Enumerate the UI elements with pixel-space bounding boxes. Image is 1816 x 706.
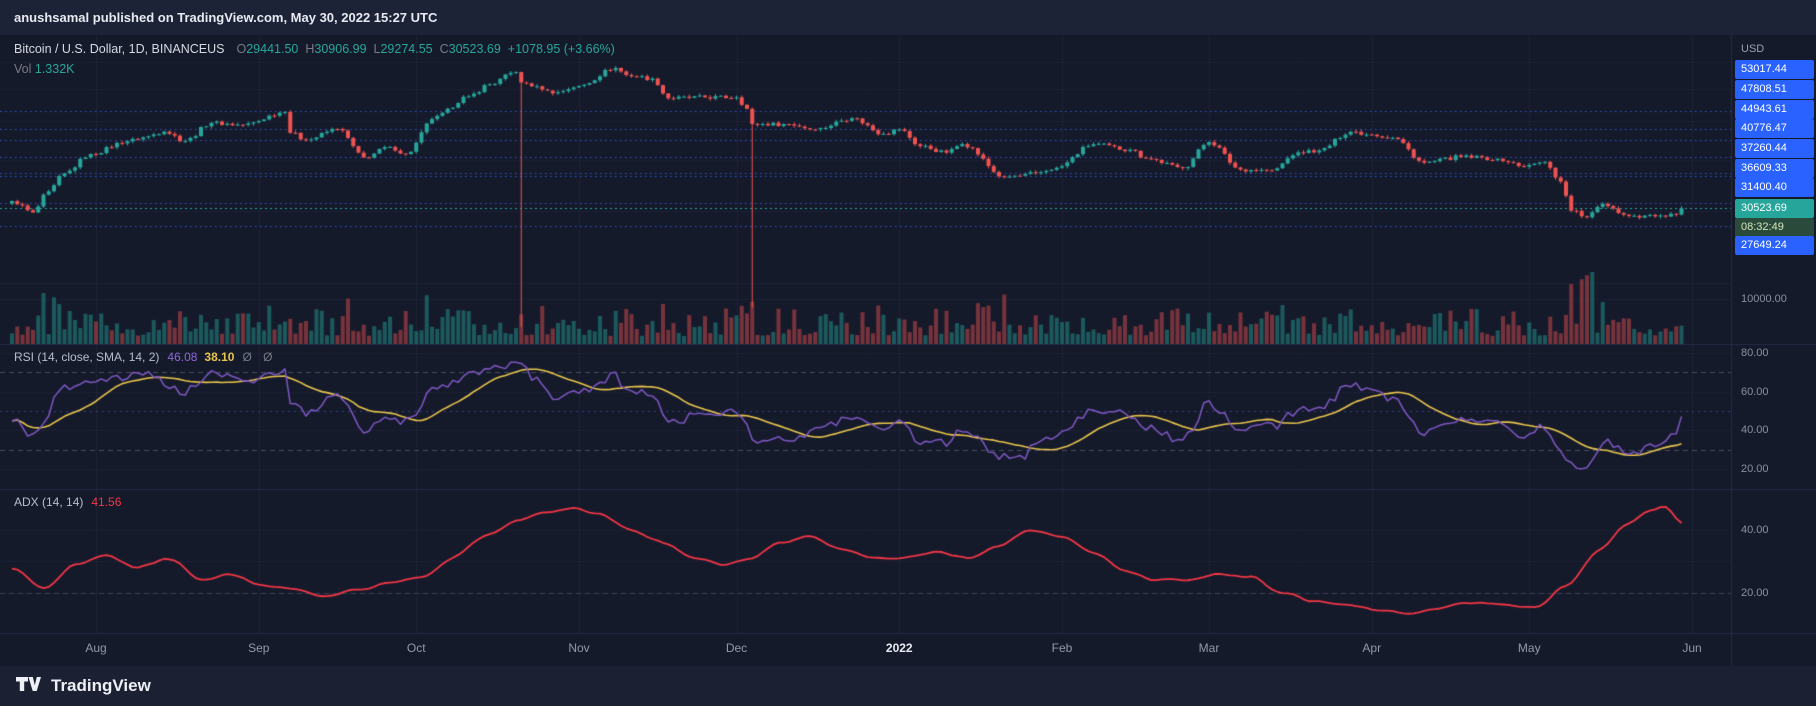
low-value: 29274.55	[380, 42, 433, 56]
adx-axis-label: 40.00	[1741, 524, 1769, 536]
time-axis-label: Apr	[1362, 641, 1382, 655]
tradingview-logo-icon[interactable]	[16, 676, 42, 696]
main-chart-legend: Bitcoin / U.S. Dollar, 1D, BINANCEUS O294…	[14, 42, 622, 56]
adx-axis-label: 20.00	[1741, 586, 1769, 599]
price-level-badge: 36609.33	[1735, 158, 1814, 178]
last-price-badge: 30523.69	[1735, 198, 1814, 218]
price-level-badge: 31400.40	[1735, 177, 1814, 197]
rsi-ma-value: 38.10	[204, 350, 235, 364]
time-axis-label: Oct	[406, 641, 426, 655]
rsi-axis-label: 40.00	[1741, 424, 1769, 437]
open-label: O	[236, 42, 247, 56]
high-label: H	[305, 42, 315, 56]
low-label: L	[373, 42, 381, 56]
volume-value: 1.332K	[34, 62, 75, 76]
time-axis-label: Mar	[1198, 641, 1220, 655]
time-axis-label: 2022	[885, 641, 913, 655]
volume-label: Vol	[14, 62, 32, 76]
time-axis-label: Nov	[568, 641, 590, 655]
time-axis-label: Sep	[248, 641, 270, 655]
rsi-legend[interactable]: RSI (14, close, SMA, 14, 2) 46.08 38.10 Ø Ø	[14, 350, 276, 364]
volume-axis-label: 10000.00	[1741, 293, 1787, 305]
rsi-hidden-plots: Ø Ø	[242, 350, 277, 364]
time-axis-label: Jun	[1682, 641, 1702, 655]
price-level-badge: 27649.24	[1735, 235, 1814, 255]
price-level-badge: 44943.61	[1735, 99, 1814, 119]
time-axis-label: Aug	[85, 641, 107, 655]
adx-title: ADX (14, 14)	[14, 495, 84, 509]
price-level-badge: 37260.44	[1735, 138, 1814, 158]
publish-banner: anushsamal published on TradingView.com,…	[0, 0, 1816, 35]
close-value: 30523.69	[448, 42, 501, 56]
price-level-badge: 40776.47	[1735, 118, 1814, 138]
rsi-axis-label: 60.00	[1741, 385, 1769, 398]
high-value: 30906.99	[314, 42, 367, 56]
time-axis[interactable]: Aug Sep Oct Nov Dec 2022 Feb Mar Apr May Jun	[0, 633, 1731, 666]
price-axis[interactable]: USD 53017.44 47808.51 44943.61 40776.47 37260…	[1732, 35, 1816, 666]
time-axis-label: Feb	[1051, 641, 1073, 655]
price-level-badge: 53017.44	[1735, 59, 1814, 79]
time-axis-label: Dec	[725, 641, 748, 655]
time-axis-label: May	[1517, 641, 1541, 655]
publish-banner-text: anushsamal published on TradingView.com,…	[14, 10, 438, 25]
adx-value: 41.56	[91, 495, 122, 509]
rsi-axis-label: 20.00	[1741, 463, 1769, 475]
rsi-value: 46.08	[167, 350, 198, 364]
volume-legend: Vol 1.332K	[14, 62, 82, 76]
rsi-title: RSI (14, close, SMA, 14, 2)	[14, 350, 160, 364]
chart-canvas[interactable]	[0, 0, 1816, 666]
symbol-title[interactable]: Bitcoin / U.S. Dollar, 1D, BINANCEUS	[14, 42, 225, 56]
footer-bar: TradingView	[0, 666, 1816, 706]
open-value: 29441.50	[246, 42, 299, 56]
rsi-axis-label: 80.00	[1741, 347, 1769, 359]
bar-countdown-badge: 08:32:49	[1735, 217, 1814, 237]
change-value: +1078.95 (+3.66%)	[507, 42, 615, 56]
adx-legend[interactable]: ADX (14, 14) 41.56	[14, 495, 121, 509]
axis-currency-label: USD	[1741, 43, 1765, 55]
footer-brand[interactable]: TradingView	[51, 676, 151, 695]
close-label: C	[439, 42, 449, 56]
price-level-badge: 47808.51	[1735, 79, 1814, 99]
